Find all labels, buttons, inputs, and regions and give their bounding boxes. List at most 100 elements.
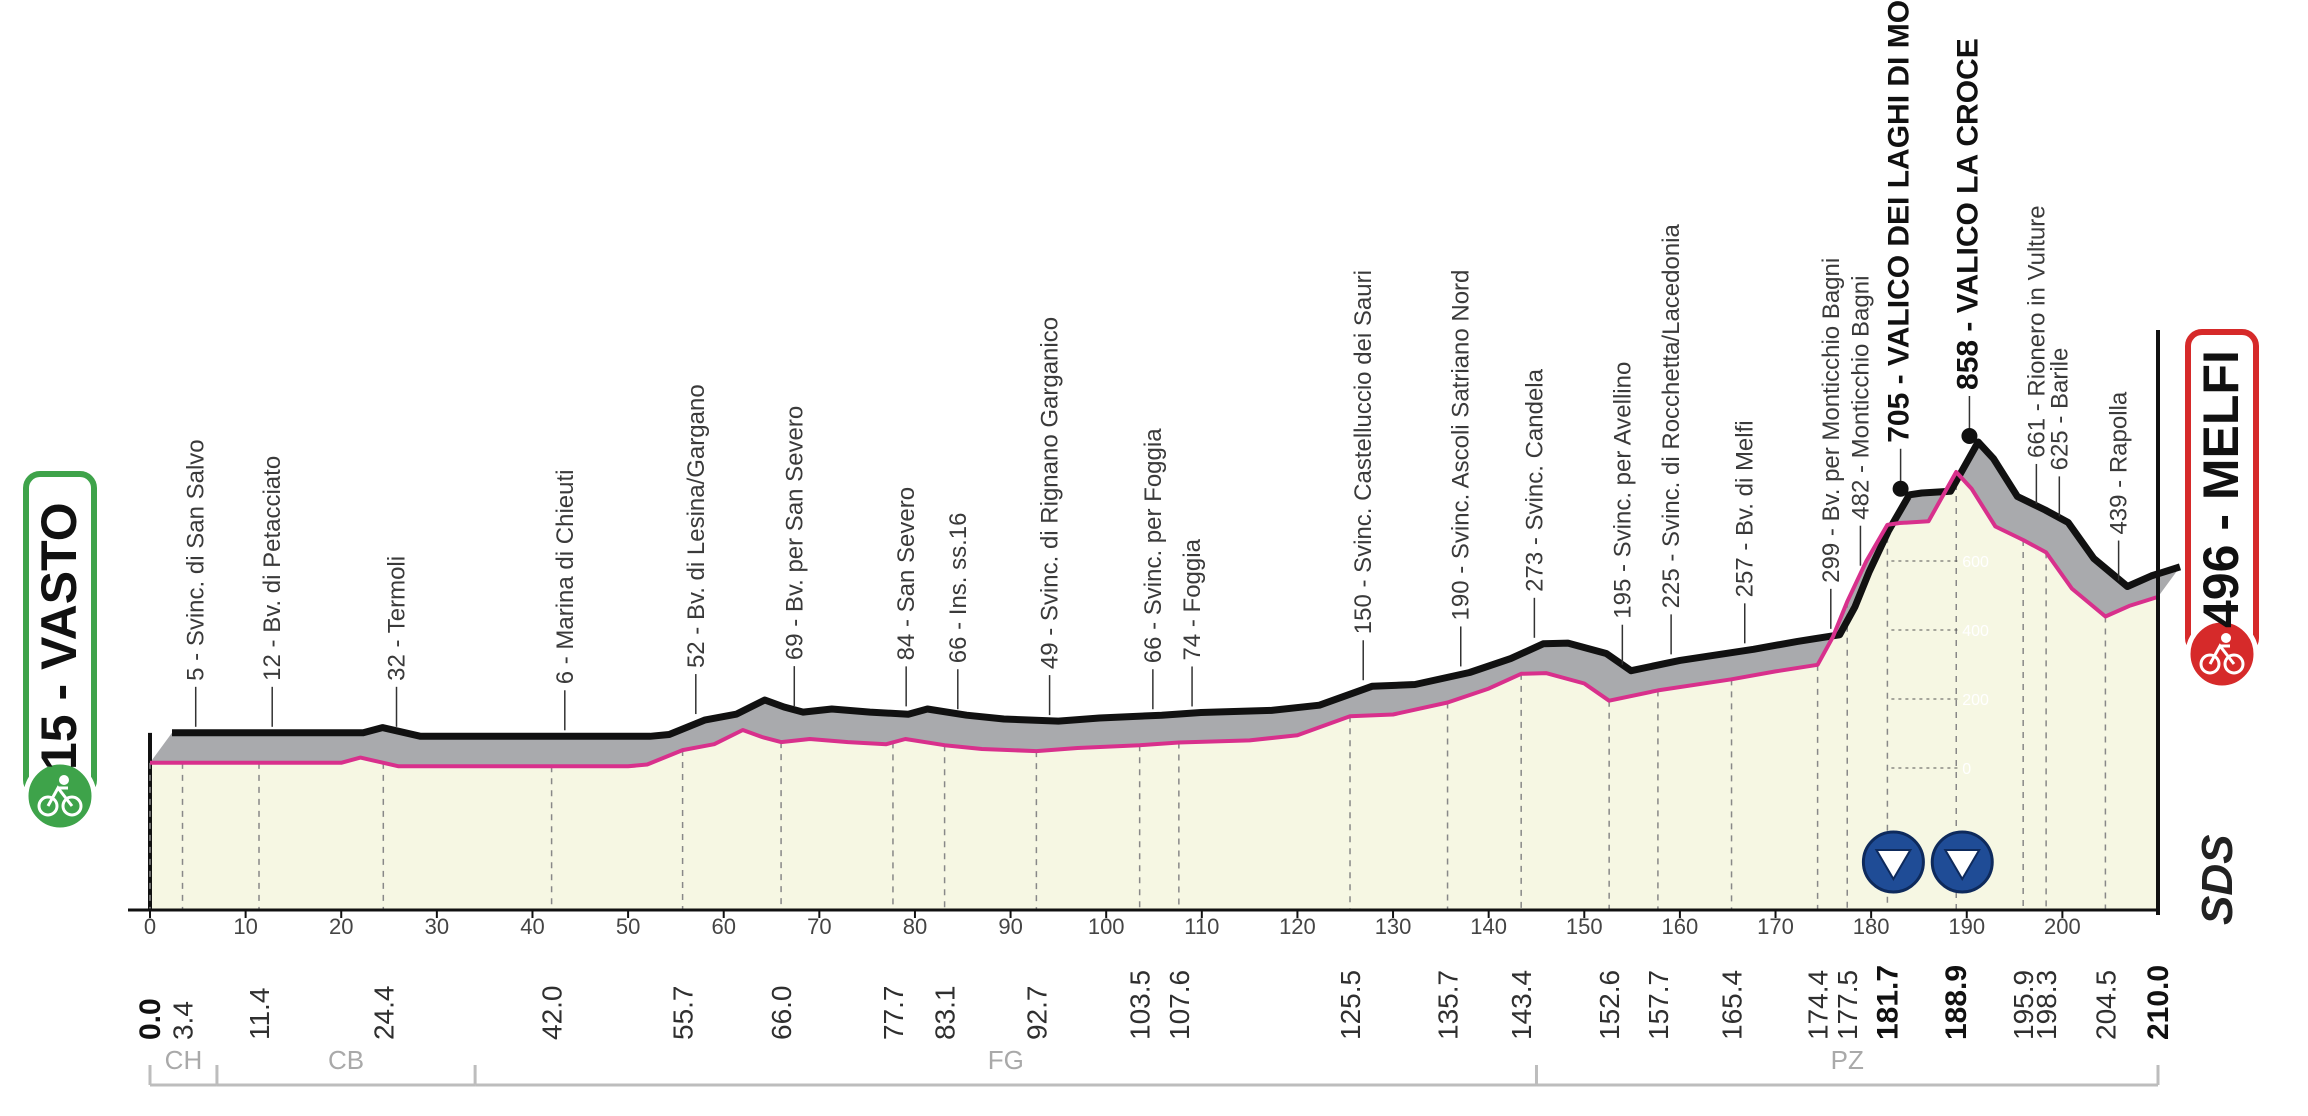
waypoint-label: 49 - Svinc. di Rignano Garganico — [1037, 317, 1064, 669]
waypoint-km-label: 210.0 — [2142, 965, 2175, 1040]
km-tick-label: 80 — [903, 914, 927, 939]
kom-summit-dot — [1961, 427, 1978, 444]
cyclist-body — [46, 785, 74, 807]
km-tick-label: 100 — [1088, 914, 1125, 939]
waypoint-km-label: 143.4 — [1506, 970, 1537, 1040]
waypoint-km-label: 177.5 — [1832, 970, 1863, 1040]
waypoint-km-label: 11.4 — [244, 988, 275, 1040]
waypoint-label: 74 - Foggia — [1179, 538, 1206, 660]
km-tick-label: 160 — [1662, 914, 1699, 939]
waypoint-km-label: 125.5 — [1335, 970, 1366, 1040]
waypoint-km-label: 204.5 — [2090, 970, 2121, 1040]
waypoint-km-label: 77.7 — [878, 986, 909, 1041]
waypoint-km-label: 83.1 — [930, 986, 961, 1041]
waypoint-label: 69 - Bv. per San Severo — [781, 406, 808, 660]
kom-triangle-icon — [1861, 830, 1925, 894]
km-tick-label: 20 — [329, 914, 353, 939]
waypoint-label: 661 - Rionero in Vulture — [2023, 205, 2050, 458]
km-tick-label: 30 — [425, 914, 449, 939]
waypoint-km-label: 3.4 — [168, 1001, 199, 1040]
km-tick-label: 150 — [1566, 914, 1603, 939]
cyclist-icon-circle — [23, 759, 97, 833]
waypoint-km-label: 195.9 — [2008, 970, 2039, 1040]
waypoint-label: 273 - Svinc. Candela — [1521, 368, 1548, 591]
profile-top-band — [150, 442, 2180, 767]
cyclist-wheel — [61, 795, 83, 817]
cyclist-head — [2221, 633, 2231, 643]
km-tick-label: 110 — [1184, 914, 1219, 939]
start-label: 15 - VASTO — [31, 502, 87, 770]
cyclist-icon-circle — [2185, 617, 2259, 691]
km-tick-label: 10 — [233, 914, 257, 939]
km-tick-label: 190 — [1948, 914, 1985, 939]
waypoint-km-label: 66.0 — [766, 986, 797, 1041]
cyclist-wheel — [37, 795, 59, 817]
waypoint-label: 66 - Ins. ss.16 — [945, 512, 972, 663]
start-badge: 15 - VASTO — [23, 471, 97, 833]
cyclist-icon — [37, 775, 83, 817]
cyclist-icon — [2199, 633, 2245, 675]
waypoint-label: 5 - Svinc. di San Salvo — [183, 439, 210, 680]
waypoint-km-label: 188.9 — [1940, 965, 1973, 1040]
km-tick-label: 120 — [1279, 914, 1316, 939]
profile-area-fill — [150, 472, 2158, 910]
km-tick-label: 60 — [711, 914, 735, 939]
waypoint-label: 32 - Termoli — [384, 556, 411, 681]
waypoint-km-label: 157.7 — [1643, 970, 1674, 1040]
waypoint-label: 439 - Rapolla — [2106, 391, 2133, 534]
km-tick-label: 50 — [616, 914, 640, 939]
altitude-scale-label: 0 — [1962, 761, 1971, 778]
waypoint-label: 257 - Bv. di Melfi — [1732, 420, 1759, 597]
waypoint-km-label: 181.7 — [1871, 965, 1904, 1040]
waypoint-label: 190 - Svinc. Ascoli Satriano Nord — [1448, 270, 1475, 621]
altitude-scale-label: 200 — [1962, 692, 1989, 709]
km-tick-label: 70 — [807, 914, 831, 939]
waypoint-km-label: 135.7 — [1433, 970, 1464, 1040]
waypoint-km-label: 42.0 — [537, 986, 568, 1041]
kom-triangle — [1943, 849, 1981, 881]
sds-logo: SDS — [2193, 835, 2242, 925]
km-tick-label: 0 — [144, 914, 156, 939]
altitude-scale-label: 600 — [1962, 554, 1989, 571]
waypoint-km-label: 0.0 — [134, 998, 167, 1040]
region-code-label: CH — [165, 1045, 203, 1075]
region-code-label: FG — [988, 1045, 1024, 1075]
waypoint-label: 84 - San Severo — [893, 487, 920, 660]
waypoint-label: 6 - Marina di Chieuti — [552, 470, 579, 685]
waypoint-label: 299 - Bv. per Monticchio Bagni — [1818, 258, 1845, 583]
waypoint-km-label: 107.6 — [1164, 970, 1195, 1040]
finish-badge: 496 - MELFI — [2185, 329, 2259, 691]
waypoint-km-label: 198.3 — [2031, 970, 2062, 1040]
waypoint-km-label: 103.5 — [1125, 970, 1156, 1040]
cyclist-head — [59, 775, 69, 785]
waypoint-label: 195 - Svinc. per Avellino — [1609, 362, 1636, 619]
waypoint-label: 625 - Barile — [2046, 348, 2073, 471]
waypoint-km-label: 174.4 — [1803, 970, 1834, 1040]
km-tick-label: 200 — [2044, 914, 2081, 939]
waypoint-label: 12 - Bv. di Petacciato — [259, 456, 286, 681]
km-tick-label: 180 — [1853, 914, 1890, 939]
cyclist-body — [2208, 643, 2236, 665]
waypoint-label: 705 - VALICO DEI LAGHI DI MONTICCHIO — [1883, 0, 1916, 443]
finish-label: 496 - MELFI — [2193, 350, 2249, 628]
waypoint-label: 150 - Svinc. Castelluccio dei Sauri — [1350, 270, 1377, 634]
waypoint-km-label: 165.4 — [1717, 970, 1748, 1040]
waypoint-label: 482 - Monticchio Bagni — [1847, 276, 1874, 520]
km-tick-label: 170 — [1757, 914, 1794, 939]
km-tick-label: 40 — [520, 914, 544, 939]
waypoint-label: 225 - Svinc. di Rocchetta/Lacedonia — [1658, 223, 1685, 608]
altitude-scale-label: 400 — [1962, 623, 1989, 640]
kom-summit-dot — [1892, 480, 1909, 497]
waypoint-label: 52 - Bv. di Lesina/Gargano — [683, 384, 710, 668]
waypoint-km-label: 152.6 — [1594, 970, 1625, 1040]
kom-triangle-icon — [1930, 830, 1994, 894]
waypoint-label: 66 - Svinc. per Foggia — [1140, 428, 1167, 663]
waypoint-km-label: 92.7 — [1021, 986, 1052, 1041]
cyclist-wheel — [2199, 653, 2221, 675]
km-tick-label: 130 — [1375, 914, 1412, 939]
waypoint-km-label: 24.4 — [368, 986, 399, 1041]
region-code-label: PZ — [1831, 1045, 1864, 1075]
km-tick-label: 140 — [1470, 914, 1507, 939]
kom-triangle — [1874, 849, 1913, 881]
